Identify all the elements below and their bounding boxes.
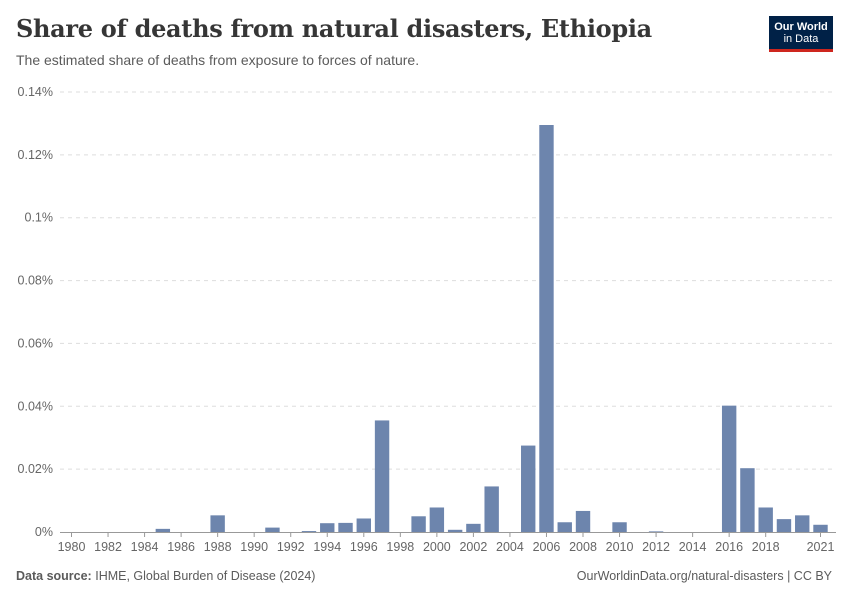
x-tick-label: 1984 <box>131 540 159 554</box>
bar-2002 <box>466 523 481 532</box>
y-tick-label: 0.06% <box>18 336 53 350</box>
bar-1991 <box>265 527 280 532</box>
y-tick-label: 0.1% <box>25 211 54 225</box>
x-tick-label: 2021 <box>807 540 835 554</box>
bar-2018 <box>758 507 773 532</box>
x-tick-label: 2010 <box>606 540 634 554</box>
bar-2000 <box>429 507 445 532</box>
bar-1995 <box>338 522 353 532</box>
bar-2001 <box>447 529 463 532</box>
bar-2021 <box>813 524 828 532</box>
bar-2005 <box>521 445 536 532</box>
bar-2003 <box>484 486 499 532</box>
logo-line-2: in Data <box>783 33 819 45</box>
x-tick-label: 2008 <box>569 540 597 554</box>
data-source-text[interactable]: IHME, Global Burden of Disease (2024) <box>95 569 316 583</box>
y-tick-label: 0.14% <box>18 85 53 99</box>
x-tick-label: 1994 <box>313 540 341 554</box>
credit-link[interactable]: OurWorldinData.org/natural-disasters | C… <box>576 569 832 583</box>
x-tick-label: 2002 <box>459 540 487 554</box>
x-tick-label: 2004 <box>496 540 524 554</box>
x-tick-label: 2006 <box>533 540 561 554</box>
bar-2007 <box>557 522 572 532</box>
y-tick-label: 0% <box>35 525 53 539</box>
x-tick-label: 1992 <box>277 540 305 554</box>
x-tick-label: 2000 <box>423 540 451 554</box>
bar-1999 <box>411 516 426 532</box>
x-tick-label: 1986 <box>167 540 195 554</box>
logo-line-1: Our World <box>774 21 828 33</box>
data-source-label: Data source: <box>16 569 92 583</box>
y-tick-label: 0.08% <box>18 274 53 288</box>
owid-logo[interactable]: Our World in Data <box>769 16 833 52</box>
bar-2008 <box>575 510 591 532</box>
bar-1985 <box>155 528 171 532</box>
bar-1993 <box>301 531 317 532</box>
x-tick-label: 2014 <box>679 540 707 554</box>
x-tick-label: 1980 <box>58 540 86 554</box>
bar-1994 <box>320 523 335 532</box>
chart-title: Share of deaths from natural disasters, … <box>16 14 652 43</box>
x-tick-label: 1988 <box>204 540 232 554</box>
x-tick-label: 2016 <box>715 540 743 554</box>
x-tick-label: 2012 <box>642 540 670 554</box>
bar-2017 <box>740 468 755 532</box>
bar-2006 <box>539 125 554 532</box>
chart-subtitle: The estimated share of deaths from expos… <box>16 52 420 68</box>
y-tick-label: 0.12% <box>18 148 53 162</box>
y-tick-label: 0.04% <box>18 399 53 413</box>
bar-1997 <box>374 420 390 532</box>
bar-2019 <box>776 519 792 532</box>
x-tick-label: 2018 <box>752 540 780 554</box>
bar-2010 <box>612 522 627 532</box>
data-source: Data source: IHME, Global Burden of Dise… <box>16 569 315 583</box>
bar-2012 <box>648 531 664 532</box>
bar-2016 <box>721 405 737 532</box>
bar-2020 <box>795 515 810 532</box>
x-tick-label: 1990 <box>240 540 268 554</box>
y-tick-label: 0.02% <box>18 462 53 476</box>
bar-1996 <box>356 518 371 532</box>
x-tick-label: 1996 <box>350 540 378 554</box>
x-tick-label: 1982 <box>94 540 122 554</box>
bar-1988 <box>210 515 225 532</box>
x-tick-label: 1998 <box>386 540 414 554</box>
